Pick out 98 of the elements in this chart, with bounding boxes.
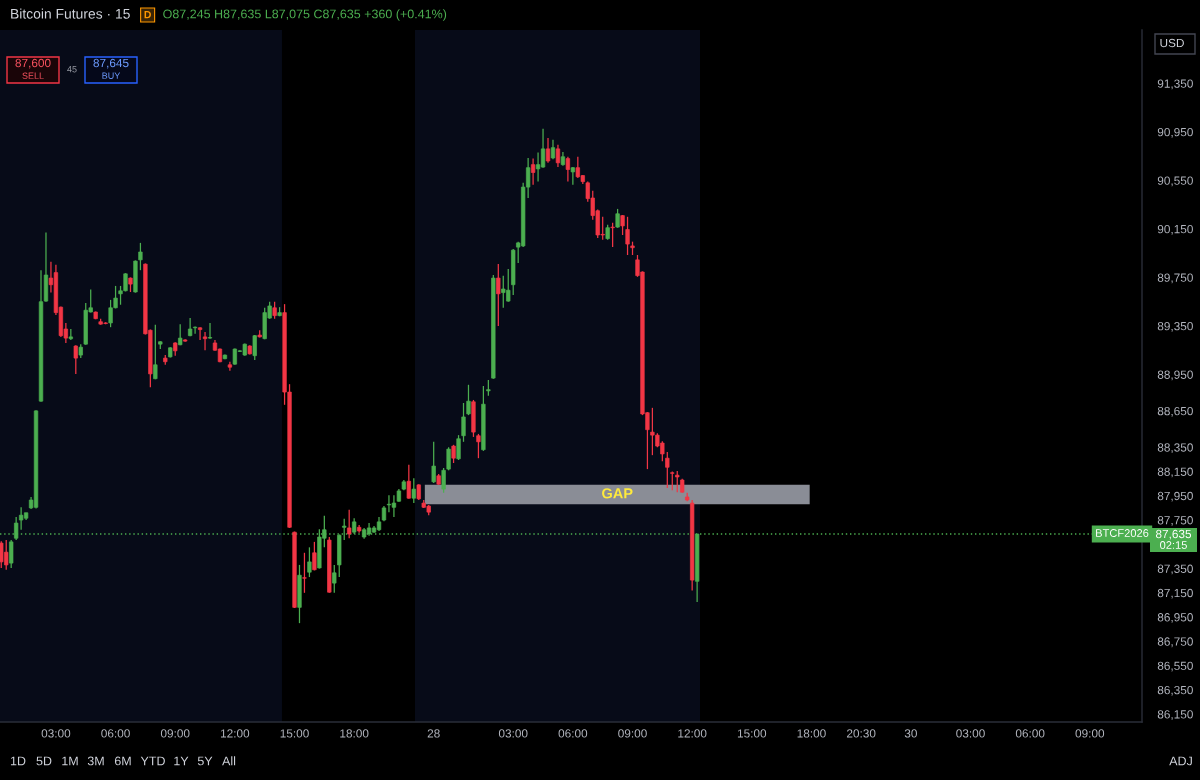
x-tick-label: 09:00 bbox=[160, 729, 190, 738]
text: YTD bbox=[140, 756, 165, 766]
candlestick bbox=[192, 325, 198, 335]
candlestick bbox=[302, 552, 307, 594]
candlestick bbox=[386, 494, 392, 513]
candlestick bbox=[496, 263, 501, 327]
x-tick-label: 20:30 bbox=[846, 729, 876, 738]
candlestick bbox=[625, 216, 630, 256]
candlestick bbox=[4, 539, 9, 571]
x-tick-label: 03:00 bbox=[41, 729, 71, 738]
x-tick-label: 18:00 bbox=[340, 729, 369, 738]
candlestick bbox=[530, 157, 536, 186]
y-tick-label: 87,150 bbox=[1157, 588, 1193, 599]
x-tick-label: 12:00 bbox=[678, 729, 707, 738]
text: 1D bbox=[10, 756, 26, 766]
x-tick-label: 06:00 bbox=[558, 729, 588, 738]
y-tick-label: 86,750 bbox=[1157, 637, 1193, 648]
x-tick-label: 09:00 bbox=[1075, 729, 1105, 738]
candlestick bbox=[9, 539, 14, 569]
y-tick-label: 87,750 bbox=[1157, 516, 1193, 526]
annotation: 87,600 bbox=[15, 58, 51, 69]
text: USD bbox=[1160, 38, 1184, 48]
ref-line-label: 87,635 bbox=[1155, 529, 1192, 540]
candlestick bbox=[610, 222, 615, 248]
y-tick-label: 86,350 bbox=[1157, 685, 1193, 696]
candlestick bbox=[332, 564, 337, 594]
x-tick-label: 30 bbox=[904, 729, 917, 738]
annotation: BTCF2026 bbox=[1096, 529, 1149, 537]
text: 1Y bbox=[174, 756, 189, 766]
y-tick-label: 90,950 bbox=[1157, 127, 1193, 138]
annotation: 45 bbox=[67, 66, 77, 73]
text: ADJ bbox=[1169, 756, 1192, 766]
candlestick bbox=[153, 324, 158, 380]
candlestick bbox=[570, 166, 575, 186]
candlestick bbox=[441, 467, 446, 494]
x-tick-label: 28 bbox=[427, 729, 440, 738]
y-tick-label: 86,550 bbox=[1157, 661, 1193, 672]
text: D bbox=[144, 11, 151, 19]
y-tick-label: 91,350 bbox=[1157, 79, 1193, 90]
annotation: SELL bbox=[22, 72, 44, 79]
candlestick bbox=[615, 208, 620, 229]
text: 5D bbox=[36, 756, 52, 766]
x-tick-label: 03:00 bbox=[956, 729, 985, 738]
annotation: 87,645 bbox=[93, 58, 129, 69]
x-tick-label: 06:00 bbox=[101, 729, 130, 738]
x-tick-label: 12:00 bbox=[220, 729, 250, 738]
y-tick-label: 90,150 bbox=[1157, 224, 1193, 235]
y-tick-label: 90,550 bbox=[1157, 176, 1193, 187]
x-tick-label: 09:00 bbox=[618, 729, 647, 738]
candlestick bbox=[391, 494, 397, 518]
candlestick bbox=[456, 434, 461, 461]
candlestick bbox=[312, 541, 317, 572]
candlestick bbox=[665, 451, 670, 489]
y-tick-label: 86,150 bbox=[1157, 710, 1193, 720]
candlestick bbox=[252, 334, 257, 361]
text: 02:15 bbox=[1160, 541, 1187, 549]
candlestick bbox=[347, 509, 352, 539]
candlestick bbox=[675, 470, 680, 493]
candlestick bbox=[540, 128, 546, 169]
x-tick-label: 18:00 bbox=[797, 729, 826, 738]
y-tick-label: 88,650 bbox=[1157, 406, 1193, 417]
candlestick bbox=[197, 326, 203, 341]
y-tick-label: 87,950 bbox=[1157, 491, 1193, 502]
text: All bbox=[222, 756, 236, 766]
x-tick-label: 03:00 bbox=[498, 729, 528, 738]
y-tick-label: 87,350 bbox=[1157, 564, 1193, 575]
x-tick-label: 15:00 bbox=[280, 729, 309, 738]
y-tick-label: 88,950 bbox=[1157, 370, 1193, 381]
candlestick bbox=[307, 546, 312, 578]
y-tick-label: 88,150 bbox=[1157, 467, 1193, 478]
candlestick bbox=[411, 477, 416, 504]
candlestick bbox=[476, 433, 481, 459]
chart-title: Bitcoin Futures · 15 bbox=[11, 8, 130, 19]
x-tick-label: 06:00 bbox=[1015, 729, 1045, 738]
y-tick-label: 88,350 bbox=[1157, 443, 1193, 454]
candlestick bbox=[406, 464, 411, 500]
candlestick bbox=[565, 156, 571, 183]
candlestick bbox=[535, 151, 541, 183]
x-tick-label: 15:00 bbox=[737, 729, 767, 738]
y-tick-label: 89,750 bbox=[1157, 273, 1193, 284]
candlestick bbox=[227, 361, 233, 372]
candlestick bbox=[555, 144, 561, 168]
text: 6M bbox=[114, 756, 131, 766]
text: 1M bbox=[62, 756, 78, 766]
candlestick bbox=[461, 402, 466, 443]
y-tick-label: 89,350 bbox=[1157, 322, 1193, 332]
y-tick-label: 86,950 bbox=[1157, 613, 1193, 623]
chart-subtitle: O87,245 H87,635 L87,075 C87,635 +360 (+0.41%) bbox=[163, 9, 447, 21]
text: 3M bbox=[87, 756, 104, 766]
band-label: GAP bbox=[602, 488, 633, 499]
candlestick bbox=[545, 137, 551, 164]
annotation: BUY bbox=[102, 72, 121, 79]
candlestick bbox=[73, 344, 78, 375]
candlestick bbox=[431, 441, 436, 484]
candlestick bbox=[207, 322, 213, 340]
candlestick bbox=[202, 331, 208, 351]
candlestick bbox=[466, 384, 471, 416]
text: 5Y bbox=[197, 756, 213, 766]
